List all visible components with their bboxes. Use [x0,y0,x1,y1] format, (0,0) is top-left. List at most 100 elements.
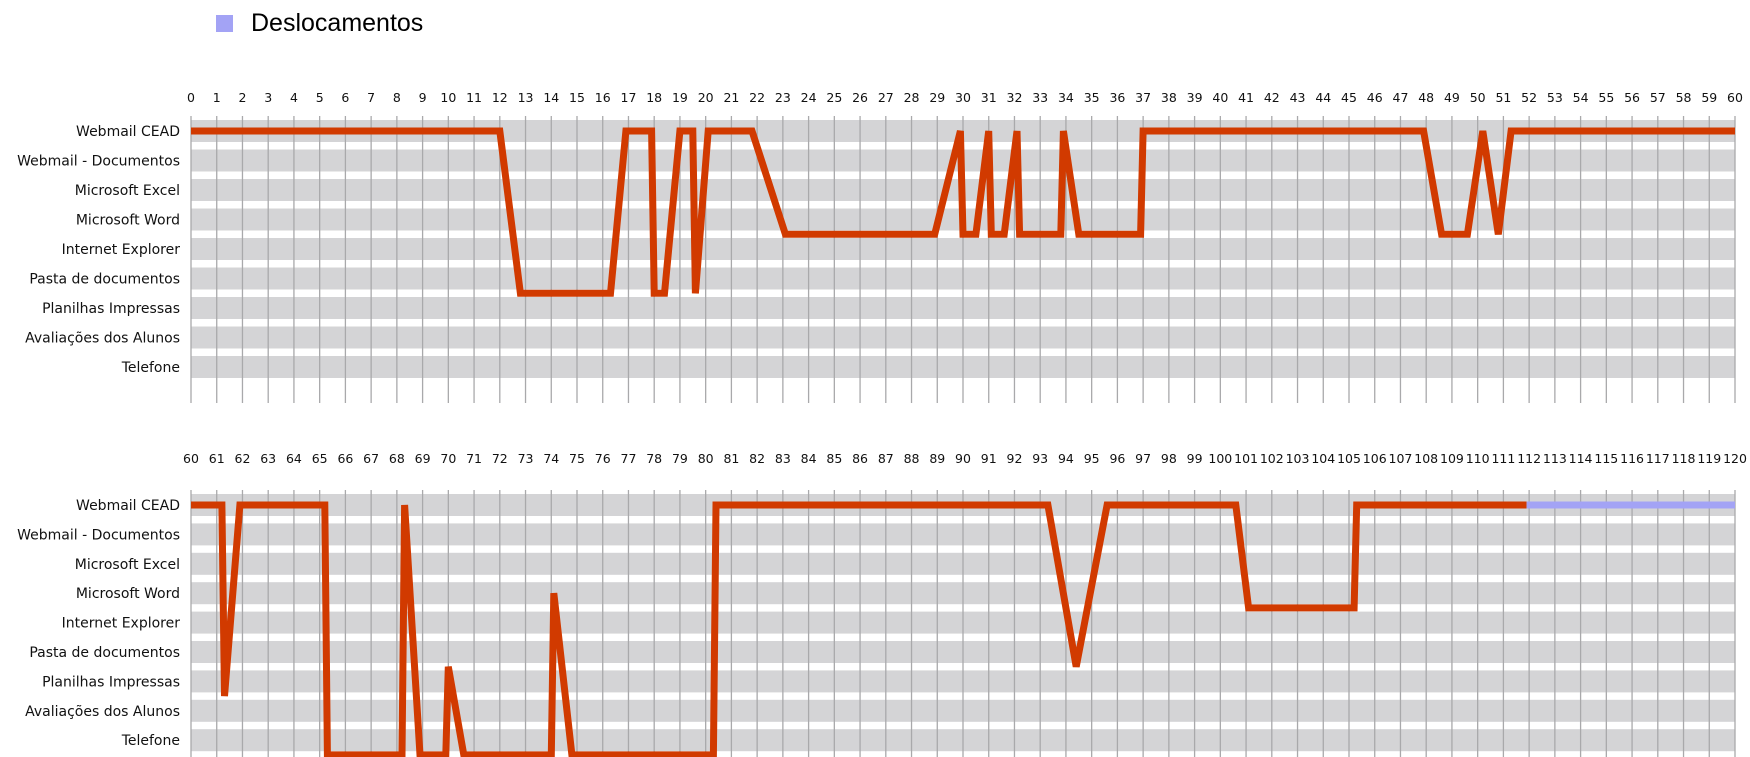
x-tick-label: 67 [363,451,379,466]
x-tick-label: 23 [775,90,791,105]
x-tick-label: 59 [1701,90,1717,105]
x-tick-label: 56 [1624,90,1640,105]
x-tick-label: 87 [878,451,894,466]
category-label: Microsoft Excel [75,183,180,199]
x-tick-label: 82 [749,451,765,466]
x-tick-label: 45 [1341,90,1357,105]
x-tick-label: 16 [595,90,611,105]
x-tick-label: 105 [1337,451,1361,466]
x-tick-label: 79 [672,451,688,466]
x-tick-label: 63 [260,451,276,466]
x-tick-label: 11 [466,90,482,105]
x-tick-label: 14 [543,90,559,105]
x-tick-label: 89 [929,451,945,466]
x-tick-label: 7 [367,90,375,105]
x-tick-label: 49 [1444,90,1460,105]
category-label: Webmail CEAD [76,498,180,514]
x-tick-label: 2 [238,90,246,105]
x-tick-label: 54 [1573,90,1589,105]
x-tick-label: 12 [492,90,508,105]
x-tick-label: 15 [569,90,585,105]
x-tick-label: 90 [955,451,971,466]
x-tick-label: 115 [1594,451,1618,466]
x-tick-label: 114 [1569,451,1593,466]
x-tick-label: 51 [1495,90,1511,105]
x-tick-label: 24 [801,90,817,105]
x-tick-label: 93 [1032,451,1048,466]
series-line [191,501,1527,757]
x-tick-label: 106 [1363,451,1387,466]
x-tick-label: 21 [723,90,739,105]
x-tick-label: 10 [440,90,456,105]
x-tick-label: 33 [1032,90,1048,105]
x-tick-label: 62 [235,451,251,466]
x-tick-label: 112 [1517,451,1541,466]
chart-panel-2: 60 61 62 63 64 65 66 67 68 69 70 71 72 73 74 75 76 77 78 79… [17,451,1747,757]
x-tick-label: 74 [543,451,559,466]
category-label: Pasta de documentos [29,645,180,661]
x-tick-label: 113 [1543,451,1567,466]
x-tick-label: 4 [290,90,298,105]
chart-panel-1: 0 1 2 3 4 5 6 7 8 9 10 11 12 13 14 15 16 17 18 19 20 21 22 23 24… [17,90,1743,403]
x-tick-label: 60 [1727,90,1743,105]
x-tick-label: 60 [183,451,199,466]
x-tick-label: 13 [518,90,534,105]
x-tick-label: 119 [1697,451,1721,466]
x-tick-label: 108 [1414,451,1438,466]
category-label: Internet Explorer [62,616,181,632]
category-label: Telefone [121,733,180,749]
category-label: Pasta de documentos [29,272,180,288]
x-tick-label: 85 [826,451,842,466]
x-tick-label: 80 [698,451,714,466]
x-tick-label: 98 [1161,451,1177,466]
x-tick-label: 26 [852,90,868,105]
x-tick-label: 78 [646,451,662,466]
x-tick-label: 22 [749,90,765,105]
x-tick-label: 83 [775,451,791,466]
x-tick-label: 35 [1084,90,1100,105]
x-tick-label: 102 [1260,451,1284,466]
x-tick-label: 73 [518,451,534,466]
x-tick-label: 120 [1723,451,1747,466]
x-tick-label: 17 [621,90,637,105]
x-tick-label: 71 [466,451,482,466]
x-tick-label: 111 [1491,451,1515,466]
x-tick-label: 95 [1084,451,1100,466]
x-tick-label: 88 [904,451,920,466]
x-tick-label: 30 [955,90,971,105]
x-tick-label: 41 [1238,90,1254,105]
x-tick-label: 6 [341,90,349,105]
x-tick-label: 34 [1058,90,1074,105]
x-tick-label: 50 [1470,90,1486,105]
x-tick-label: 91 [981,451,997,466]
x-tick-label: 43 [1290,90,1306,105]
series-line [191,127,1735,297]
x-tick-label: 68 [389,451,405,466]
category-label: Webmail CEAD [76,124,180,140]
category-label: Avaliações dos Alunos [25,331,180,347]
x-tick-label: 40 [1212,90,1228,105]
x-tick-label: 20 [698,90,714,105]
x-tick-label: 9 [419,90,427,105]
x-tick-label: 47 [1393,90,1409,105]
x-tick-label: 55 [1598,90,1614,105]
x-tick-label: 72 [492,451,508,466]
x-tick-label: 104 [1311,451,1335,466]
x-tick-label: 27 [878,90,894,105]
x-tick-label: 8 [393,90,401,105]
legend: Deslocamentos [216,8,423,38]
x-tick-label: 103 [1286,451,1310,466]
x-tick-label: 66 [337,451,353,466]
x-tick-label: 92 [1007,451,1023,466]
x-tick-label: 86 [852,451,868,466]
x-tick-label: 58 [1676,90,1692,105]
x-tick-label: 101 [1234,451,1258,466]
x-tick-label: 75 [569,451,585,466]
x-tick-label: 94 [1058,451,1074,466]
x-tick-label: 46 [1367,90,1383,105]
x-tick-label: 38 [1161,90,1177,105]
x-tick-label: 29 [929,90,945,105]
x-tick-label: 44 [1315,90,1331,105]
x-tick-label: 96 [1109,451,1125,466]
